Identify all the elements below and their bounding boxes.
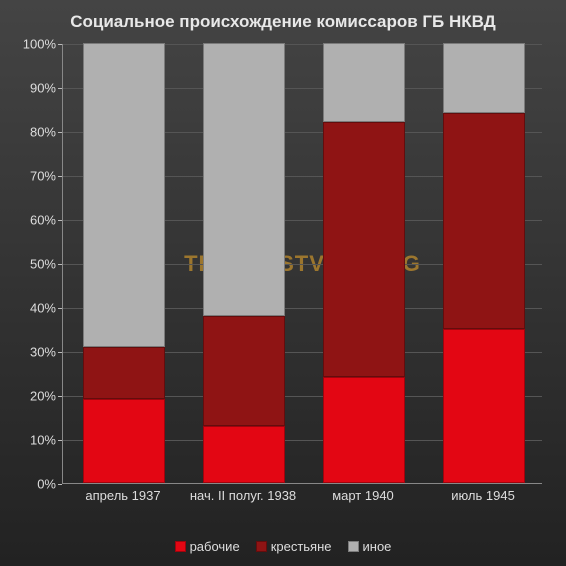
bar-segment <box>443 329 525 483</box>
bar-segment <box>323 377 405 483</box>
ytick-label: 100% <box>6 37 56 52</box>
bar-segment <box>83 43 165 347</box>
ytick-mark <box>58 264 62 265</box>
ytick-label: 90% <box>6 81 56 96</box>
legend-item: иное <box>348 539 392 554</box>
bar-segment <box>83 347 165 400</box>
legend-swatch <box>175 541 186 552</box>
ytick-label: 60% <box>6 213 56 228</box>
ytick-mark <box>58 396 62 397</box>
bar-segment <box>203 316 285 426</box>
chart-container: Социальное происхождение комиссаров ГБ Н… <box>0 0 566 566</box>
chart-title: Социальное происхождение комиссаров ГБ Н… <box>0 0 566 40</box>
xtick-label: март 1940 <box>303 488 423 503</box>
ytick-label: 10% <box>6 433 56 448</box>
xtick-label: апрель 1937 <box>63 488 183 503</box>
bar-segment <box>83 399 165 483</box>
ytick-mark <box>58 132 62 133</box>
ytick-label: 50% <box>6 257 56 272</box>
ytick-label: 40% <box>6 301 56 316</box>
ytick-label: 30% <box>6 345 56 360</box>
bar-segment <box>203 426 285 483</box>
ytick-mark <box>58 440 62 441</box>
ytick-mark <box>58 352 62 353</box>
bar-group <box>203 43 285 483</box>
bar-group <box>323 43 405 483</box>
legend-swatch <box>256 541 267 552</box>
legend: рабочие крестьяне иное <box>0 539 566 554</box>
ytick-mark <box>58 308 62 309</box>
plot-area: TRIEDINSTVO★ORG <box>62 44 542 484</box>
ytick-mark <box>58 176 62 177</box>
bar-segment <box>443 43 525 113</box>
legend-label: рабочие <box>190 539 240 554</box>
ytick-label: 70% <box>6 169 56 184</box>
ytick-mark <box>58 484 62 485</box>
xtick-label: июль 1945 <box>423 488 543 503</box>
ytick-label: 0% <box>6 477 56 492</box>
ytick-mark <box>58 88 62 89</box>
bar-group <box>83 43 165 483</box>
ytick-mark <box>58 44 62 45</box>
legend-item: рабочие <box>175 539 240 554</box>
xtick-label: нач. II полуг. 1938 <box>183 488 303 503</box>
legend-swatch <box>348 541 359 552</box>
bar-segment <box>323 43 405 122</box>
legend-label: иное <box>363 539 392 554</box>
ytick-label: 20% <box>6 389 56 404</box>
bar-segment <box>203 43 285 316</box>
bar-group <box>443 43 525 483</box>
bar-segment <box>323 122 405 377</box>
ytick-label: 80% <box>6 125 56 140</box>
legend-item: крестьяне <box>256 539 332 554</box>
ytick-mark <box>58 220 62 221</box>
bar-segment <box>443 113 525 329</box>
legend-label: крестьяне <box>271 539 332 554</box>
